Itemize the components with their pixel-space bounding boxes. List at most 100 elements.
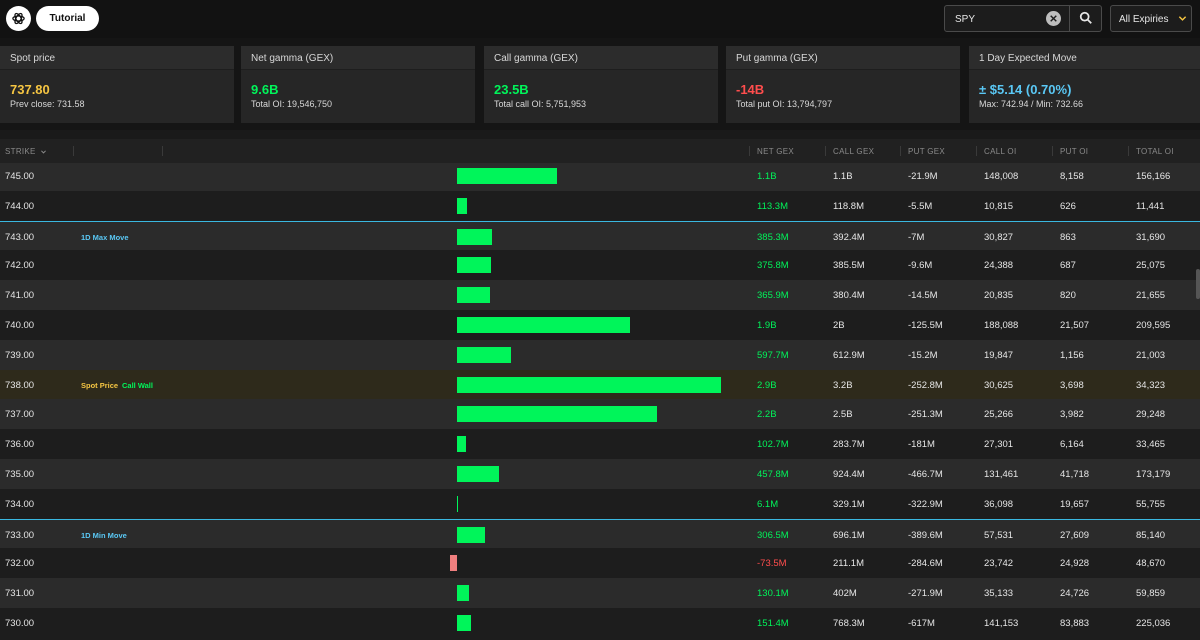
logo-icon[interactable] — [6, 6, 31, 31]
put-oi-cell: 863 — [1060, 231, 1076, 243]
call-gex-cell: 768.3M — [833, 618, 865, 629]
stat-card-title: Put gamma (GEX) — [736, 53, 818, 64]
table-row[interactable]: 742.00 375.8M 385.5M -9.6M 24,388 687 25,075 — [0, 250, 1200, 281]
strike-cell: 730.00 — [5, 618, 35, 629]
header-call-oi[interactable]: CALL OI — [984, 147, 1017, 156]
header-divider — [976, 146, 977, 156]
stat-card-value: 23.5B — [494, 82, 529, 97]
call-gex-cell: 329.1M — [833, 498, 865, 510]
call-gex-cell: 696.1M — [833, 529, 865, 541]
call-oi-cell: 23,742 — [984, 558, 1014, 570]
strike-cell: 739.00 — [5, 349, 35, 361]
table-row[interactable]: 741.00 365.9M 380.4M -14.5M 20,835 820 21,655 — [0, 280, 1200, 311]
strike-cell: 744.00 — [5, 200, 35, 212]
call-oi-cell: 24,388 — [984, 260, 1014, 272]
header-put-gex[interactable]: PUT GEX — [908, 147, 946, 156]
call-gex-cell: 3.2B — [833, 379, 853, 391]
table-row[interactable]: 737.00 2.2B 2.5B -251.3M 25,266 3,982 29,248 — [0, 399, 1200, 430]
total-oi-cell: 225,036 — [1136, 618, 1171, 629]
stat-card-subtext: Max: 742.94 / Min: 732.66 — [979, 99, 1084, 109]
put-oi-cell: 24,928 — [1060, 558, 1090, 570]
search-divider — [1069, 6, 1070, 31]
table-row[interactable]: 738.00 Spot Price Call Wall 2.9B 3.2B -252.8M… — [0, 369, 1200, 400]
call-oi-cell: 131,461 — [984, 469, 1019, 480]
put-gex-cell: -5.5M — [908, 200, 933, 212]
table-row[interactable]: 735.00 457.8M 924.4M -466.7M 131,461 41,718 17… — [0, 459, 1200, 489]
net-gex-bar — [457, 376, 721, 393]
call-gex-cell: 385.5M — [833, 260, 865, 272]
put-oi-cell: 41,718 — [1060, 469, 1090, 480]
table-row[interactable]: 745.00 1.1B 1.1B -21.9M 148,008 8,158 156,166 — [0, 161, 1200, 191]
table-row[interactable]: 734.00 6.1M 329.1M -322.9M 36,098 19,657 55,75… — [0, 488, 1200, 519]
put-gex-cell: -252.8M — [908, 379, 943, 391]
call-gex-cell: 211.1M — [833, 558, 864, 570]
put-gex-cell: -466.7M — [908, 469, 943, 480]
expiry-select-label: All Expiries — [1119, 14, 1169, 25]
total-oi-cell: 11,441 — [1136, 200, 1165, 212]
call-gex-cell: 283.7M — [833, 439, 865, 451]
net-gex-cell: 102.7M — [757, 439, 789, 451]
put-gex-cell: -271.9M — [908, 588, 943, 600]
call-oi-cell: 188,088 — [984, 320, 1019, 331]
table-row[interactable]: 732.00 -73.5M 211.1M -284.6M 23,742 24,928 48,… — [0, 548, 1200, 579]
header-total-oi[interactable]: TOTAL OI — [1136, 147, 1174, 156]
strike-cell: 740.00 — [5, 320, 35, 331]
total-oi-cell: 31,690 — [1136, 231, 1166, 243]
table-row[interactable]: 733.00 1D Min Move 306.5M 696.1M -389.6M 57,5… — [0, 518, 1200, 549]
header-put-oi[interactable]: PUT OI — [1060, 147, 1089, 156]
put-gex-cell: -389.6M — [908, 529, 943, 541]
call-gex-cell: 392.4M — [833, 231, 865, 243]
table-row[interactable]: 736.00 102.7M 283.7M -181M 27,301 6,164 33,465 — [0, 429, 1200, 460]
header-strike[interactable]: STRIKE — [5, 147, 47, 156]
header-call-gex[interactable]: CALL GEX — [833, 147, 875, 156]
call-gex-cell: 612.9M — [833, 349, 865, 361]
scrollbar-thumb[interactable] — [1196, 269, 1200, 299]
search-icon[interactable] — [1079, 11, 1093, 25]
stat-card-subtext: Total OI: 19,546,750 — [251, 99, 333, 109]
header-divider — [1128, 146, 1129, 156]
stat-card-value: ± $5.14 (0.70%) — [979, 82, 1072, 97]
net-gex-cell: -73.5M — [757, 558, 787, 570]
strike-cell: 731.00 — [5, 588, 35, 600]
strike-cell: 745.00 — [5, 171, 35, 182]
table-row[interactable]: 739.00 597.7M 612.9M -15.2M 19,847 1,156 21,00… — [0, 339, 1200, 370]
put-gex-cell: -7M — [908, 231, 925, 243]
table-row[interactable]: 740.00 1.9B 2B -125.5M 188,088 21,507 209,595 — [0, 310, 1200, 340]
put-oi-cell: 626 — [1060, 200, 1076, 212]
call-oi-cell: 30,827 — [984, 231, 1014, 243]
table-row[interactable]: 744.00 113.3M 118.8M -5.5M 10,815 626 11,441 — [0, 190, 1200, 221]
strike-cell: 734.00 — [5, 498, 35, 510]
put-gex-cell: -125.5M — [908, 320, 943, 331]
table-row[interactable]: 731.00 130.1M 402M -271.9M 35,133 24,726 59,85… — [0, 578, 1200, 609]
ticker-search-input[interactable] — [955, 12, 1045, 26]
expiry-select[interactable]: All Expiries — [1110, 5, 1192, 32]
clear-icon[interactable] — [1046, 11, 1061, 26]
header-net-gex[interactable]: NET GEX — [757, 147, 795, 156]
call-gex-cell: 924.4M — [833, 469, 865, 480]
call-oi-cell: 20,835 — [984, 290, 1014, 302]
header-divider — [73, 146, 74, 156]
total-oi-cell: 209,595 — [1136, 320, 1171, 331]
tutorial-button[interactable]: Tutorial — [36, 6, 99, 31]
put-oi-cell: 3,698 — [1060, 379, 1084, 391]
call-oi-cell: 36,098 — [984, 498, 1014, 510]
stat-card: Net gamma (GEX) 9.6B Total OI: 19,546,750 — [241, 46, 475, 123]
stat-card-subtext: Total call OI: 5,751,953 — [494, 99, 587, 109]
net-gex-cell: 375.8M — [757, 260, 789, 272]
strike-cell: 742.00 — [5, 260, 35, 272]
header-divider — [900, 146, 901, 156]
stat-card-value: 9.6B — [251, 82, 279, 97]
table-row[interactable]: 730.00 151.4M 768.3M -617M 141,153 83,883 225,… — [0, 608, 1200, 638]
total-oi-cell: 173,179 — [1136, 469, 1171, 480]
table-row[interactable]: 743.00 1D Max Move 385.3M 392.4M -7M 30,827 86… — [0, 220, 1200, 251]
call-oi-cell: 27,301 — [984, 439, 1014, 451]
total-oi-cell: 55,755 — [1136, 498, 1166, 510]
net-gex-cell: 6.1M — [757, 498, 779, 510]
close-icon — [1050, 15, 1057, 22]
net-gex-cell: 457.8M — [757, 469, 789, 480]
call-gex-cell: 1.1B — [833, 171, 853, 182]
put-gex-cell: -15.2M — [908, 349, 938, 361]
strike-cell: 743.00 — [5, 231, 35, 243]
put-oi-cell: 820 — [1060, 290, 1076, 302]
put-gex-cell: -14.5M — [908, 290, 938, 302]
